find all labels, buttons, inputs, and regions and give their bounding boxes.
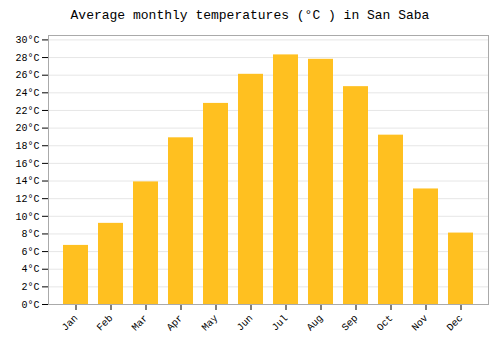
svg-text:10°C: 10°C — [15, 212, 39, 223]
svg-text:26°C: 26°C — [15, 70, 39, 81]
svg-text:Apr: Apr — [165, 313, 186, 334]
svg-text:30°C: 30°C — [15, 35, 39, 46]
svg-text:0°C: 0°C — [21, 300, 39, 311]
svg-text:Sep: Sep — [340, 313, 361, 334]
svg-text:24°C: 24°C — [15, 88, 39, 99]
svg-text:2°C: 2°C — [21, 282, 39, 293]
svg-text:20°C: 20°C — [15, 123, 39, 134]
svg-text:14°C: 14°C — [15, 176, 39, 187]
svg-text:May: May — [200, 313, 221, 334]
svg-text:28°C: 28°C — [15, 53, 39, 64]
svg-text:8°C: 8°C — [21, 229, 39, 240]
svg-text:6°C: 6°C — [21, 247, 39, 258]
svg-text:4°C: 4°C — [21, 264, 39, 275]
svg-text:22°C: 22°C — [15, 106, 39, 117]
svg-text:Mar: Mar — [130, 313, 151, 334]
html-text:Average monthly temperatures (: Average monthly temperatures (°C ) in Sa… — [70, 8, 430, 23]
svg-text:Nov: Nov — [410, 313, 431, 334]
svg-text:12°C: 12°C — [15, 194, 39, 205]
svg-text:Jun: Jun — [235, 313, 256, 334]
svg-text:Jul: Jul — [270, 313, 291, 334]
svg-text:Feb: Feb — [95, 313, 116, 334]
svg-text:Jan: Jan — [60, 313, 81, 334]
svg-text:Oct: Oct — [375, 313, 396, 334]
svg-text:Dec: Dec — [445, 313, 466, 334]
svg-text:18°C: 18°C — [15, 141, 39, 152]
svg-text:16°C: 16°C — [15, 159, 39, 170]
svg-text:Aug: Aug — [305, 313, 326, 334]
